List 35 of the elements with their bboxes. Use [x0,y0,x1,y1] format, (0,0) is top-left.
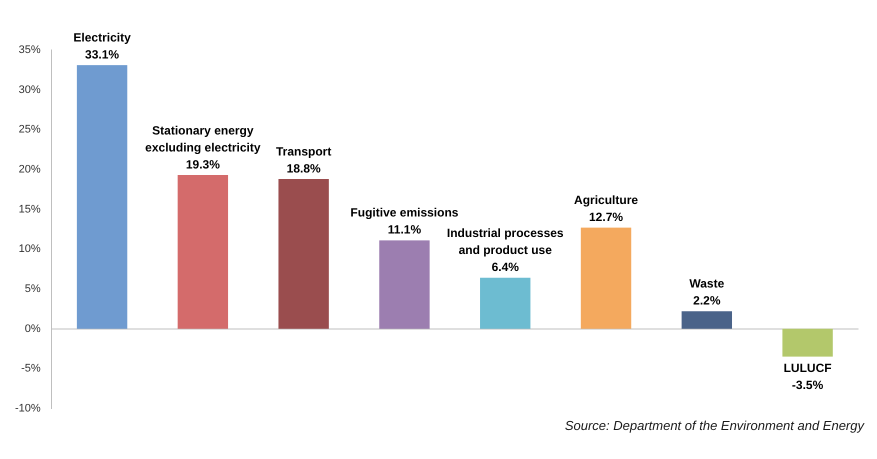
x-tick-label: LULUCF [784,360,832,375]
x-tick-label: Agriculture [574,192,638,207]
y-tick-label: 10% [18,243,41,256]
bar [682,311,732,329]
bar [379,240,430,329]
x-tick-label: Electricity [73,30,132,44]
x-tick-label: Industrial processes and product use [446,226,564,258]
y-tick-label: 5% [24,282,41,295]
y-tick-label: 15% [18,203,41,216]
y-tick-label: 35% [18,44,41,56]
y-tick-label: -5% [21,362,41,375]
data-label: 18.8% [286,161,321,176]
y-tick-label: 20% [18,164,41,176]
source-note: Source: Department of the Environment and Energy [564,418,866,433]
x-tick-label: Fugitive emissions [350,206,459,220]
data-label: 12.7% [589,210,624,224]
data-label: 11.1% [388,222,422,237]
y-tick-label: -10% [14,402,41,414]
data-label: 19.3% [186,157,220,172]
bar [76,65,128,329]
bar [480,278,530,329]
y-tick-label: 0% [24,322,41,335]
x-tick-label: Stationary energy excluding electricity [145,123,261,154]
data-label: 6.4% [492,260,520,274]
bar [782,328,833,357]
bar [278,179,329,329]
y-tick-label: 30% [18,84,41,96]
x-tick-label: Waste [689,276,725,291]
data-label: 2.2% [693,294,721,308]
x-tick-label: Transport [276,144,332,158]
data-label: 33.1% [85,47,120,62]
y-tick-label: 25% [18,124,41,136]
bar [580,228,632,329]
data-label: -3.5% [792,378,824,392]
bar [178,175,228,329]
